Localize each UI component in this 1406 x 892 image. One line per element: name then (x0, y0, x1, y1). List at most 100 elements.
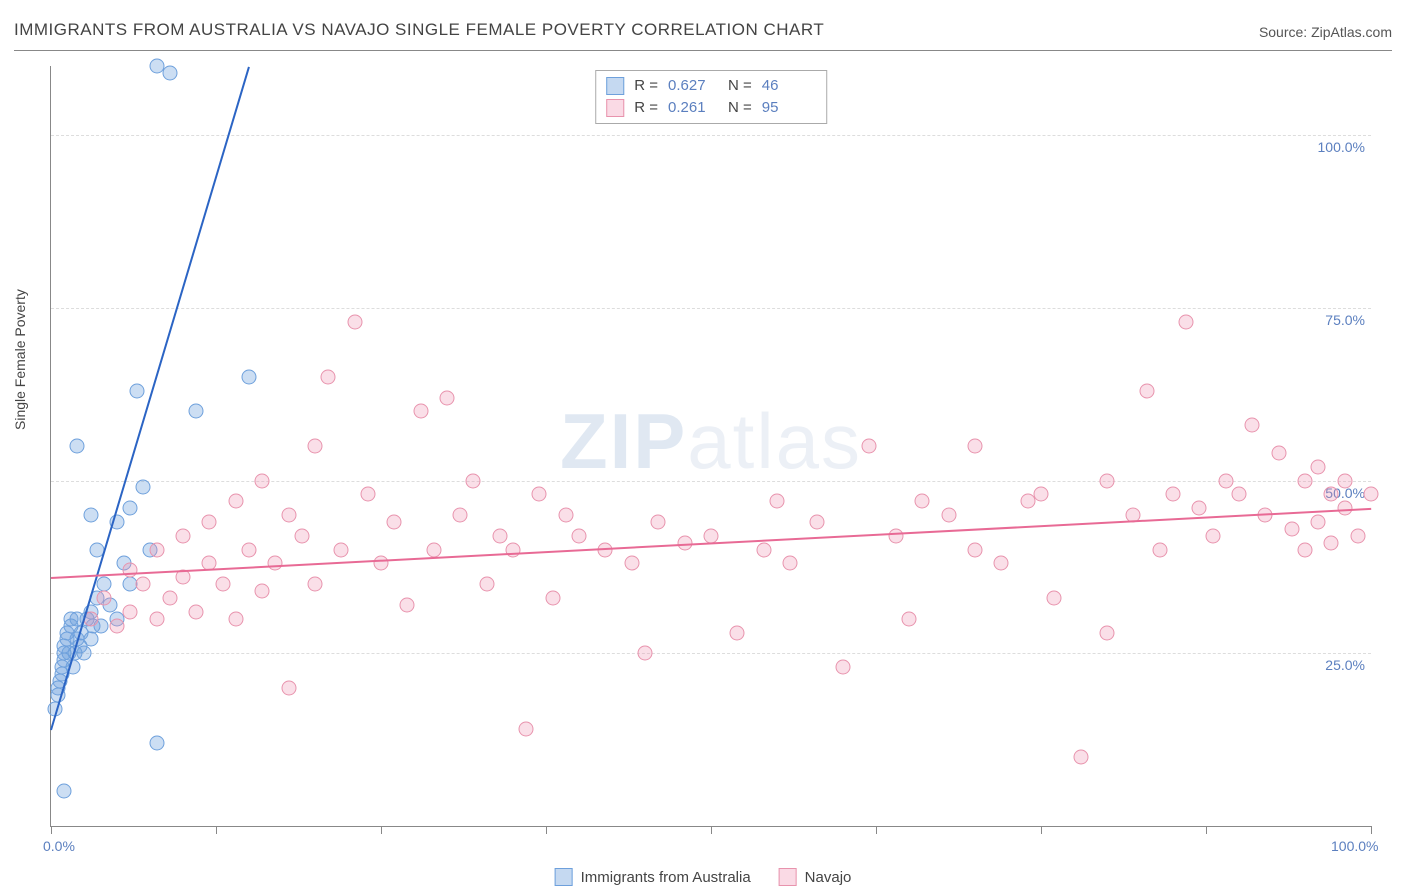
data-point (96, 591, 111, 606)
x-tick (876, 826, 877, 834)
data-point (730, 625, 745, 640)
series-legend: Immigrants from Australia Navajo (555, 868, 852, 886)
data-point (281, 680, 296, 695)
legend-swatch (606, 99, 624, 117)
data-point (334, 542, 349, 557)
data-point (83, 508, 98, 523)
data-point (1364, 487, 1379, 502)
legend-label: Immigrants from Australia (581, 869, 751, 886)
scatter-plot: ZIPatlas R =0.627N =46R =0.261N =95 25.0… (50, 66, 1371, 827)
data-point (360, 487, 375, 502)
data-point (215, 577, 230, 592)
y-tick-label: 25.0% (1325, 657, 1365, 673)
data-point (492, 528, 507, 543)
data-point (228, 494, 243, 509)
data-point (189, 404, 204, 419)
data-point (1245, 418, 1260, 433)
data-point (149, 542, 164, 557)
data-point (440, 390, 455, 405)
legend-label: Navajo (805, 869, 852, 886)
data-point (1139, 383, 1154, 398)
data-point (756, 542, 771, 557)
data-point (426, 542, 441, 557)
data-point (123, 604, 138, 619)
data-point (242, 542, 257, 557)
data-point (545, 591, 560, 606)
data-point (123, 501, 138, 516)
data-point (1350, 528, 1365, 543)
data-point (519, 722, 534, 737)
data-point (862, 439, 877, 454)
legend-swatch (555, 868, 573, 886)
data-point (268, 556, 283, 571)
data-point (558, 508, 573, 523)
data-point (809, 515, 824, 530)
x-tick (51, 826, 52, 834)
data-point (255, 473, 270, 488)
data-point (1034, 487, 1049, 502)
data-point (915, 494, 930, 509)
chart-header: IMMIGRANTS FROM AUSTRALIA VS NAVAJO SING… (14, 20, 1392, 51)
data-point (1324, 487, 1339, 502)
x-tick (1041, 826, 1042, 834)
data-point (532, 487, 547, 502)
gridline (51, 308, 1371, 309)
data-point (281, 508, 296, 523)
data-point (374, 556, 389, 571)
data-point (228, 611, 243, 626)
data-point (129, 383, 144, 398)
data-point (1166, 487, 1181, 502)
data-point (888, 528, 903, 543)
data-point (1100, 625, 1115, 640)
data-point (162, 591, 177, 606)
data-point (1192, 501, 1207, 516)
data-point (968, 542, 983, 557)
data-point (136, 480, 151, 495)
gridline (51, 481, 1371, 482)
data-point (347, 314, 362, 329)
data-point (638, 646, 653, 661)
x-tick (546, 826, 547, 834)
data-point (400, 597, 415, 612)
data-point (321, 369, 336, 384)
data-point (941, 508, 956, 523)
data-point (651, 515, 666, 530)
data-point (572, 528, 587, 543)
data-point (308, 439, 323, 454)
correlation-legend-row: R =0.261N =95 (606, 97, 812, 119)
data-point (1205, 528, 1220, 543)
legend-swatch (779, 868, 797, 886)
data-point (770, 494, 785, 509)
data-point (1284, 521, 1299, 536)
data-point (83, 632, 98, 647)
data-point (1232, 487, 1247, 502)
data-point (77, 646, 92, 661)
x-tick-label: 100.0% (1331, 838, 1378, 854)
data-point (202, 515, 217, 530)
x-tick (216, 826, 217, 834)
data-point (308, 577, 323, 592)
regression-line (50, 67, 250, 731)
data-point (1298, 542, 1313, 557)
data-point (1073, 749, 1088, 764)
data-point (1311, 515, 1326, 530)
data-point (1324, 535, 1339, 550)
data-point (453, 508, 468, 523)
x-tick (711, 826, 712, 834)
chart-title: IMMIGRANTS FROM AUSTRALIA VS NAVAJO SING… (14, 20, 824, 40)
data-point (836, 660, 851, 675)
data-point (1179, 314, 1194, 329)
y-tick-label: 100.0% (1318, 139, 1365, 155)
data-point (242, 369, 257, 384)
data-point (1047, 591, 1062, 606)
data-point (149, 736, 164, 751)
data-point (624, 556, 639, 571)
data-point (1337, 473, 1352, 488)
data-point (189, 604, 204, 619)
legend-item: Navajo (779, 868, 852, 886)
data-point (176, 528, 191, 543)
data-point (1271, 445, 1286, 460)
watermark: ZIPatlas (560, 396, 862, 487)
y-axis-title: Single Female Poverty (12, 289, 28, 430)
data-point (783, 556, 798, 571)
